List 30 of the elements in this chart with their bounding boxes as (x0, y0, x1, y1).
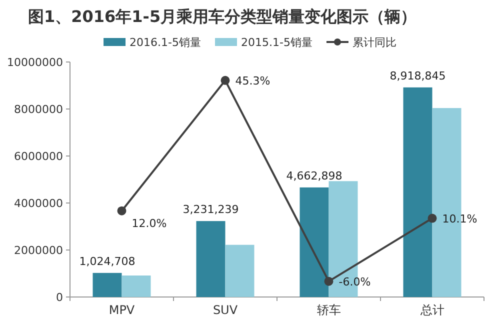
bar (300, 187, 329, 297)
point (428, 214, 437, 223)
data-label: 1,024,708 (79, 254, 136, 268)
chart-title: 图1、2016年1-5月乘用车分类型销量变化图示（辆） (28, 7, 417, 26)
legend-label: 2016.1-5销量 (130, 36, 201, 49)
bar (196, 221, 226, 297)
y-tick-label: 4000000 (14, 197, 63, 210)
x-tick-label: 总计 (419, 303, 444, 317)
y-tick-label: 6000000 (14, 150, 63, 163)
data-label: 12.0% (132, 216, 167, 230)
bar (403, 87, 432, 297)
bar (92, 272, 122, 297)
bar (122, 275, 151, 297)
y-tick-label: 10000000 (7, 56, 63, 69)
point (220, 76, 230, 85)
y-tick-label: 0 (56, 291, 63, 304)
data-label: 8,918,845 (390, 69, 446, 82)
y-tick-label: 8000000 (14, 103, 63, 116)
x-tick-label: MPV (108, 303, 136, 317)
x-tick-label: SUV (212, 303, 238, 317)
point (324, 276, 334, 286)
point (117, 206, 126, 216)
bar (225, 244, 254, 297)
x-tick-label: 轿车 (316, 303, 341, 317)
data-label: 3,231,239 (182, 203, 239, 216)
data-label: 45.3% (235, 74, 270, 88)
y-tick-label: 2000000 (14, 244, 63, 257)
legend-label: 累计同比 (352, 36, 396, 49)
legend-label: 2015.1-5销量 (241, 36, 312, 49)
data-label: 4,662,898 (286, 169, 342, 182)
